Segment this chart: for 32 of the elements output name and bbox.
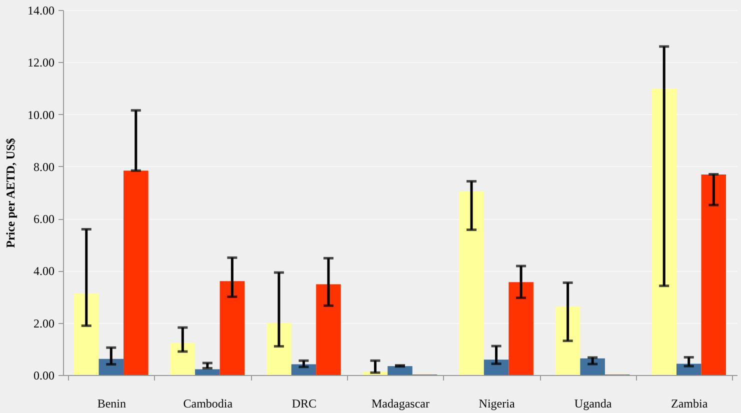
bar: [652, 88, 676, 375]
bar: [484, 360, 509, 375]
y-tick-label: 4.00: [34, 264, 54, 278]
y-tick-label: 12.00: [28, 56, 54, 70]
x-tick-label: Cambodia: [183, 396, 234, 410]
bar: [74, 293, 99, 375]
bar: [124, 170, 148, 375]
x-tick-label: Uganda: [574, 396, 612, 410]
x-tick-label: DRC: [292, 396, 317, 410]
bar: [220, 281, 245, 375]
bar: [508, 282, 534, 375]
y-tick-label: 14.00: [28, 4, 54, 18]
y-tick-label: 10.00: [28, 108, 54, 122]
bar: [170, 342, 196, 375]
x-tick-label: Zambia: [671, 396, 708, 410]
bar: [388, 366, 412, 375]
x-tick-label: Benin: [97, 396, 126, 410]
bar: [195, 369, 220, 375]
x-tick-label: Madagascar: [372, 396, 430, 410]
bar: [266, 322, 292, 375]
y-tick-label: 2.00: [34, 316, 54, 330]
y-axis-title: Price per AETD, US$: [4, 138, 18, 248]
y-tick-label: 0.00: [34, 368, 54, 382]
bar: [580, 358, 605, 375]
x-tick-label: Nigeria: [478, 396, 516, 410]
bar: [316, 284, 341, 375]
bar: [98, 358, 124, 375]
bar: [701, 174, 726, 375]
y-tick-label: 6.00: [34, 212, 54, 226]
bar: [555, 306, 580, 375]
y-tick-label: 8.00: [34, 160, 54, 174]
bar: [459, 191, 484, 375]
